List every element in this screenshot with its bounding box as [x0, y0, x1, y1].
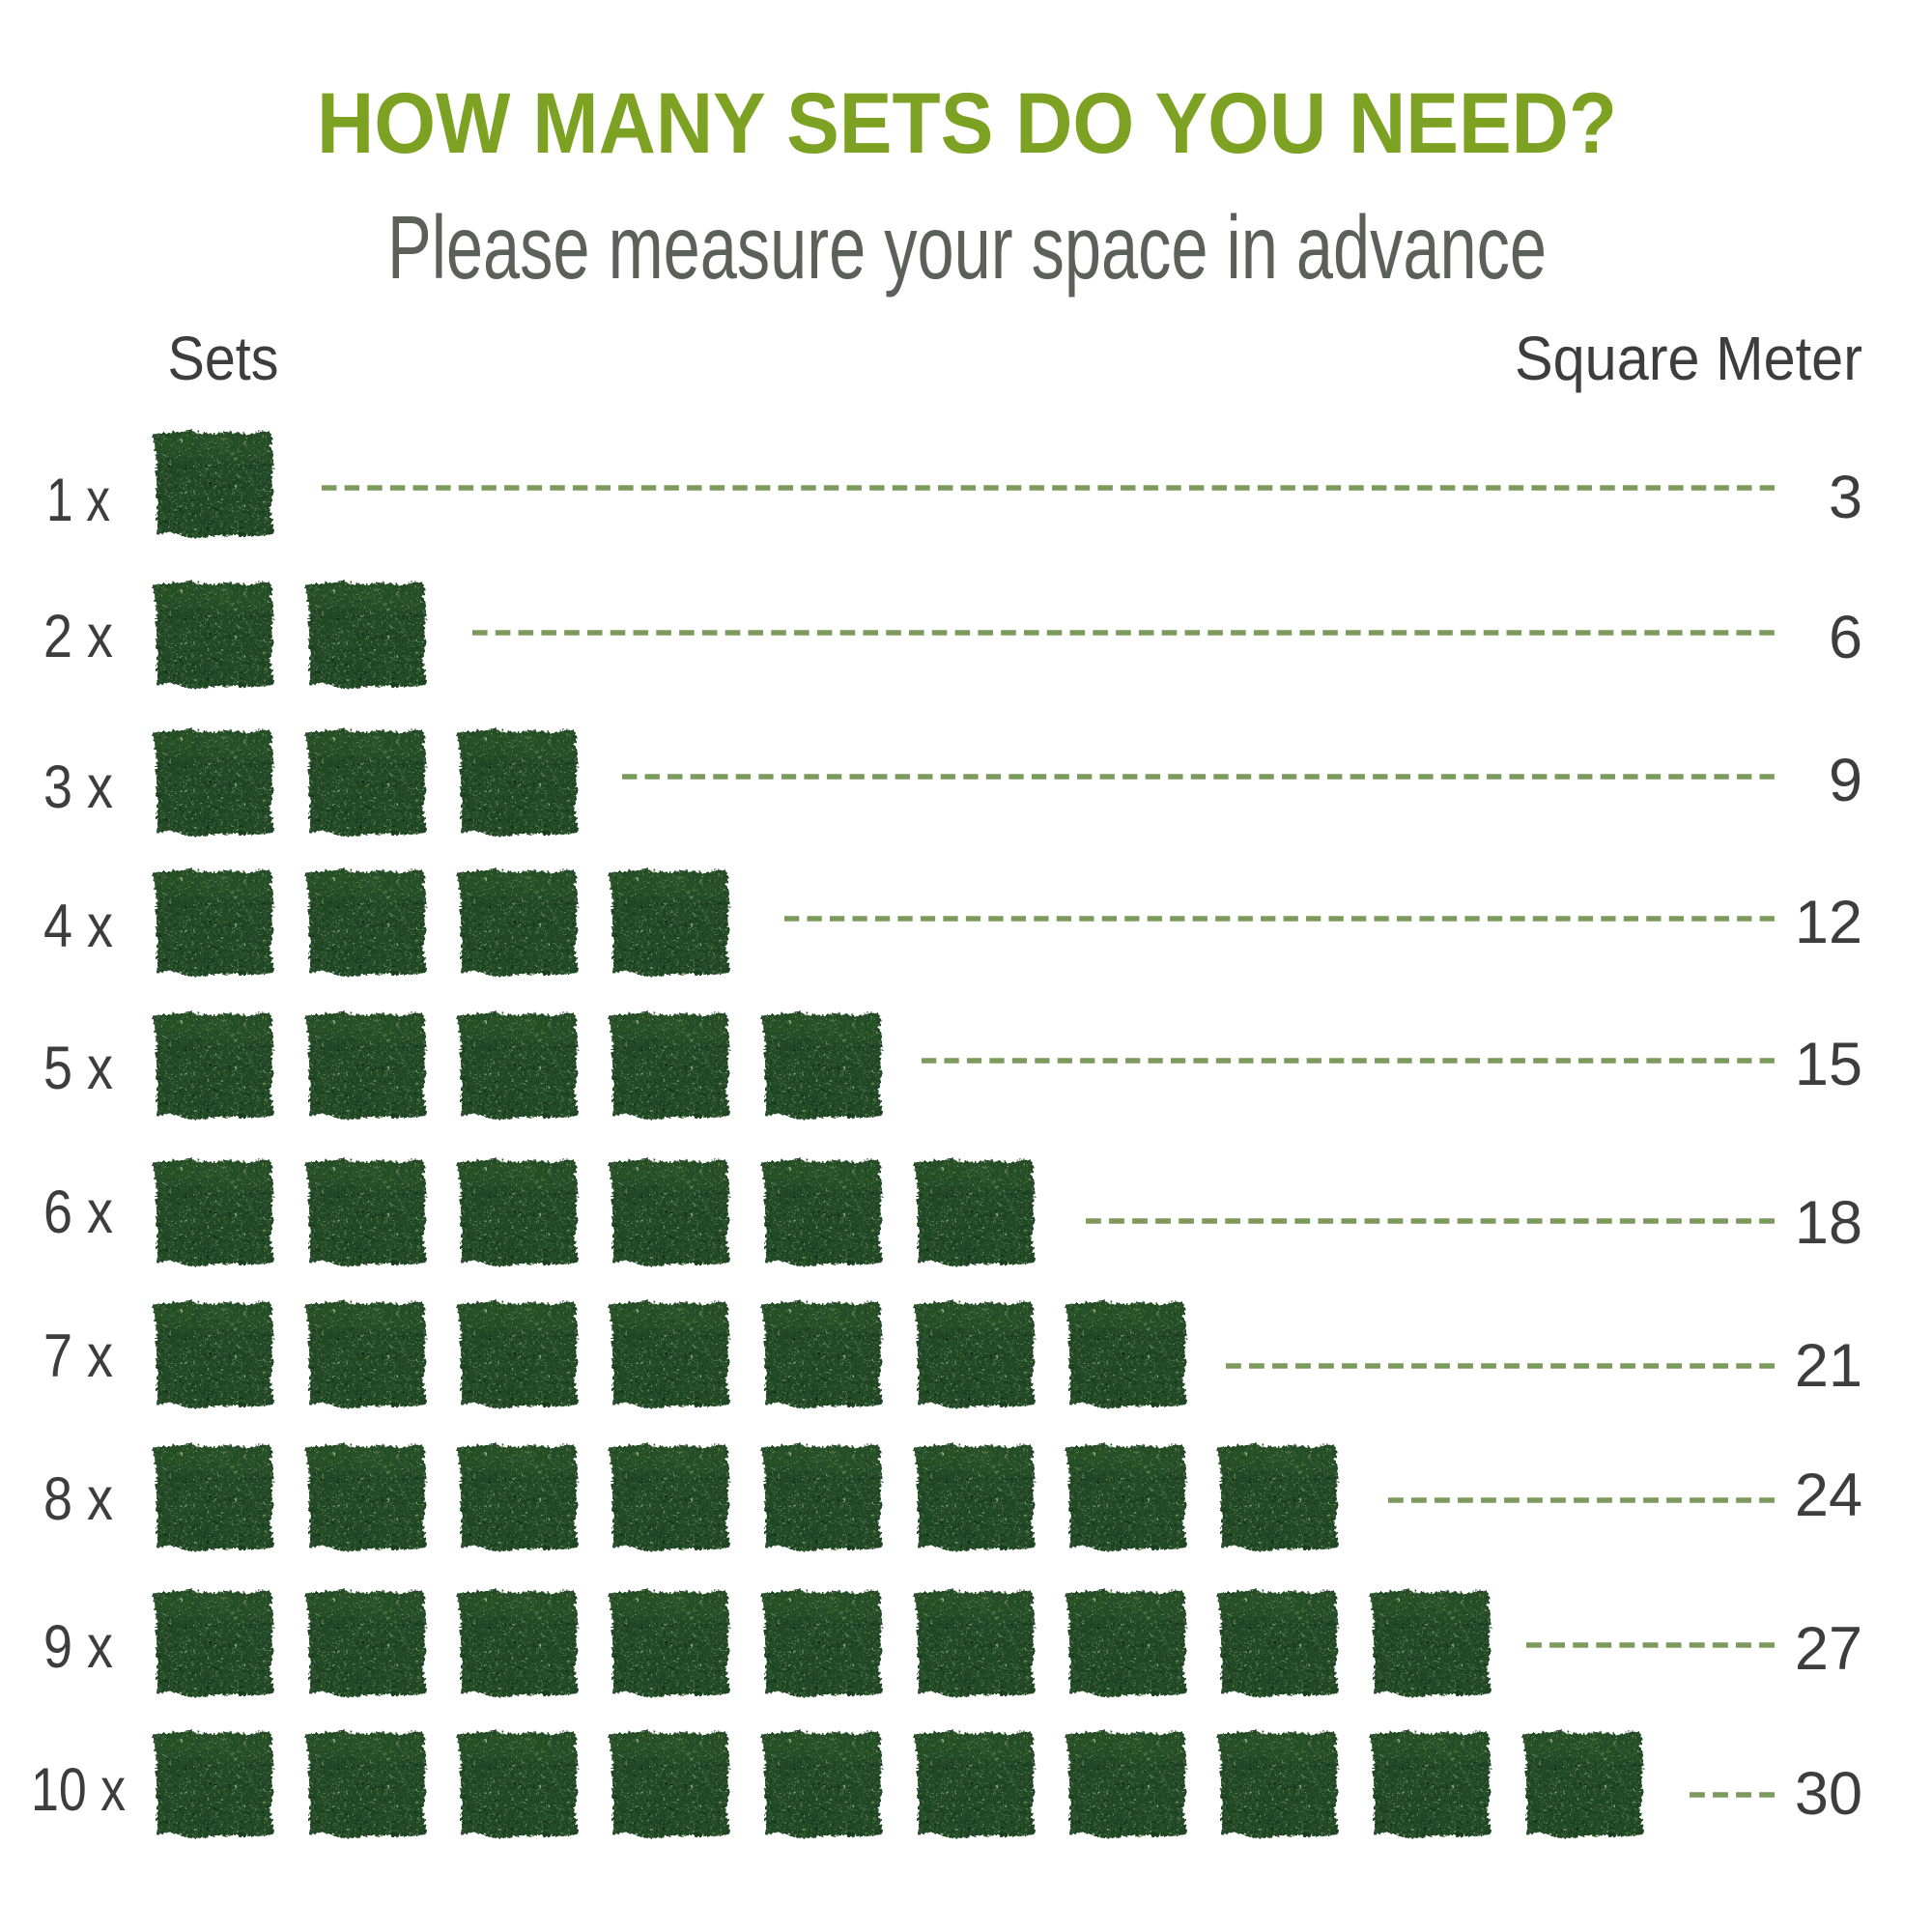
svg-text:24: 24 — [1795, 1462, 1862, 1529]
svg-text:12: 12 — [1795, 889, 1862, 956]
svg-text:9: 9 — [1829, 747, 1862, 814]
svg-text:3: 3 — [1829, 464, 1862, 531]
svg-text:7 x: 7 x — [43, 1322, 113, 1390]
svg-text:8 x: 8 x — [43, 1465, 113, 1533]
svg-text:18: 18 — [1795, 1189, 1862, 1257]
svg-text:6: 6 — [1829, 604, 1862, 671]
svg-text:3 x: 3 x — [43, 753, 113, 821]
svg-text:HOW MANY SETS DO YOU NEED?: HOW MANY SETS DO YOU NEED? — [317, 74, 1617, 171]
svg-text:Sets: Sets — [168, 324, 279, 393]
svg-text:4 x: 4 x — [43, 893, 113, 960]
svg-text:21: 21 — [1795, 1332, 1862, 1400]
svg-text:10 x: 10 x — [31, 1756, 126, 1824]
svg-text:5 x: 5 x — [43, 1035, 113, 1102]
svg-text:1 x: 1 x — [46, 467, 110, 534]
svg-text:15: 15 — [1795, 1031, 1862, 1098]
svg-text:27: 27 — [1795, 1615, 1862, 1683]
svg-text:30: 30 — [1795, 1760, 1862, 1828]
svg-text:Please measure your space in a: Please measure your space in advance — [387, 197, 1547, 298]
svg-text:2 x: 2 x — [43, 603, 113, 670]
svg-text:9 x: 9 x — [43, 1613, 113, 1681]
svg-text:Square Meter: Square Meter — [1515, 324, 1862, 393]
svg-text:6 x: 6 x — [43, 1179, 113, 1246]
